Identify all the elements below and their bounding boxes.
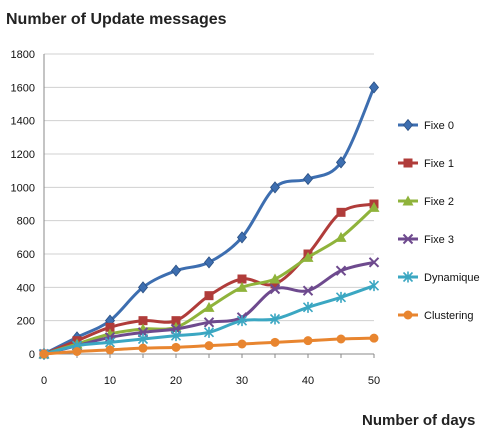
data-point-dynamique [302,301,314,313]
legend-item-fixe-0: Fixe 0 [398,118,454,132]
data-point-clustering [204,341,214,351]
legend-label: Fixe 1 [424,158,454,170]
y-tick-label: 1400 [11,116,35,128]
series-lines [38,81,380,361]
legend-item-clustering: Clustering [398,310,474,322]
data-point-fixe-1 [204,291,214,301]
data-point-dynamique [335,291,347,303]
y-tick-labels: 0 200 400 600 800 1000 1200 1400 1600 1800 [11,49,35,361]
legend-marker [402,233,414,245]
data-point-dynamique [368,280,380,292]
data-point-fixe-3 [335,265,347,276]
legend-label: Dynamique [424,272,480,284]
y-tick-label: 0 [29,349,35,361]
data-point-clustering [369,333,379,343]
data-point-fixe-1 [270,279,280,289]
x-tick-label: 10 [104,375,116,387]
data-point-clustering [303,336,313,346]
legend-item-fixe-2: Fixe 2 [398,195,454,208]
data-point-dynamique [170,330,182,342]
y-tick-label: 1600 [11,82,35,94]
data-point-clustering [138,343,148,353]
data-point-fixe-3 [269,283,281,295]
legend: Fixe 0 Fixe 1 Fixe 2 Fixe 3 Dynamique Cluster… [398,118,480,322]
series-fixe-2 [38,201,380,359]
legend-marker [403,158,413,168]
x-tick-labels: 0 10 20 30 40 50 [41,375,380,387]
data-point-fixe-0 [269,181,281,194]
legend-label: Fixe 0 [424,120,454,132]
grid [44,53,374,322]
data-point-fixe-0 [203,256,215,269]
x-tick-label: 30 [236,375,248,387]
data-point-dynamique [203,326,215,338]
data-point-fixe-2 [269,273,281,284]
data-point-fixe-2 [368,201,380,212]
data-point-fixe-3 [203,317,215,328]
data-point-fixe-1 [171,316,181,326]
chart-title: Number of Update messages [6,11,227,28]
data-point-clustering [105,345,115,355]
data-point-fixe-0 [137,281,149,294]
y-tick-label: 1200 [11,149,35,161]
legend-item-fixe-3: Fixe 3 [398,233,454,246]
y-tick-label: 200 [17,316,35,328]
axes [43,54,375,358]
data-point-fixe-2 [203,301,215,312]
legend-item-dynamique: Dynamique [398,271,480,284]
legend-marker [402,195,414,206]
data-point-fixe-2 [302,251,314,262]
data-point-dynamique [269,313,281,325]
x-tick-label: 0 [41,375,47,387]
data-point-fixe-0 [302,172,314,186]
data-point-fixe-1 [237,274,247,284]
legend-label: Fixe 2 [424,196,454,208]
data-point-fixe-2 [236,281,248,292]
data-point-clustering [336,334,346,344]
y-tick-label: 1800 [11,49,35,61]
legend-label: Fixe 3 [424,234,454,246]
y-tick-label: 800 [17,216,35,228]
x-tick-label: 40 [302,375,314,387]
legend-item-fixe-1: Fixe 1 [398,158,454,170]
legend-marker [402,118,414,132]
data-point-clustering [270,337,280,347]
data-point-fixe-1 [105,322,115,332]
y-tick-label: 600 [17,249,35,261]
data-point-fixe-0 [170,264,182,277]
data-point-dynamique [236,315,248,327]
data-point-fixe-0 [335,156,347,169]
data-point-clustering [171,342,181,352]
data-point-fixe-3 [302,285,314,296]
legend-marker [402,271,414,283]
legend-label: Clustering [424,310,474,322]
data-point-clustering [72,347,82,356]
x-axis-label: Number of days [362,412,475,429]
x-tick-label: 20 [170,375,182,387]
data-point-dynamique [137,333,149,345]
data-point-fixe-2 [335,231,347,242]
data-point-fixe-0 [368,81,380,94]
legend-marker [403,310,413,320]
data-point-clustering [39,349,49,359]
x-tick-label: 50 [368,375,380,387]
y-tick-label: 400 [17,282,35,294]
data-point-fixe-1 [138,316,148,326]
data-point-fixe-3 [368,257,380,268]
data-point-fixe-0 [236,231,248,244]
data-point-fixe-1 [336,207,346,217]
y-tick-label: 1000 [11,182,35,194]
series-clustering [39,333,379,359]
data-point-clustering [237,339,247,349]
